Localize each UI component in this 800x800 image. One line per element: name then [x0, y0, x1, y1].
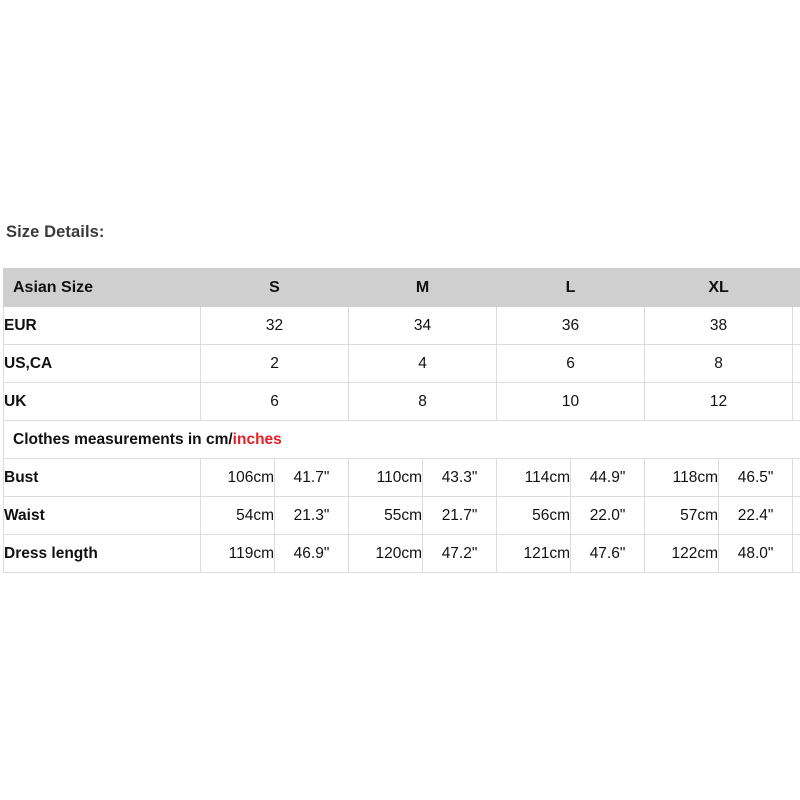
cell-eur-xl: 38 [644, 306, 794, 345]
cell-bust-s-inches: 41.7" [273, 458, 350, 497]
size-chart-table: Asian Size S M L XL EUR 32 34 36 38 [3, 268, 800, 573]
table-header-row: Asian Size S M L XL [3, 268, 800, 307]
cell-bust-m-inches: 43.3" [422, 458, 498, 497]
row-label-dress-length: Dress length [3, 534, 201, 573]
cell-waist-l-inches: 22.0" [570, 496, 646, 535]
cell-uk-xl: 12 [644, 382, 794, 421]
cell-bust-xl-inches: 46.5" [718, 458, 794, 497]
cell-bust-m-cm: 110cm [348, 458, 424, 497]
cell-bust-l-cm: 114cm [496, 458, 572, 497]
cell-dress-length-s-inches: 46.9" [273, 534, 350, 573]
cell-waist-xl-cm: 57cm [644, 496, 720, 535]
cell-dress-length-l-cm: 121cm [496, 534, 572, 573]
cell-dress-length-overflow [792, 534, 800, 573]
measurements-note-cell: Clothes measurements in cm/inches [3, 420, 800, 459]
cell-bust-overflow [792, 458, 800, 497]
cell-dress-length-m-cm: 120cm [348, 534, 424, 573]
row-label-bust: Bust [3, 458, 201, 497]
cell-eur-l: 36 [496, 306, 646, 345]
cell-dress-length-xl-inches: 48.0" [718, 534, 794, 573]
row-label-waist: Waist [3, 496, 201, 535]
table-row: US,CA 2 4 6 8 [3, 344, 800, 383]
cell-waist-overflow [792, 496, 800, 535]
header-cell-size-s: S [199, 268, 350, 307]
note-inches-highlight: inches [232, 430, 282, 448]
header-cell-overflow [792, 268, 800, 307]
cell-us-ca-l: 6 [496, 344, 646, 383]
cell-bust-s-cm: 106cm [200, 458, 275, 497]
header-cell-size-m: M [348, 268, 498, 307]
note-prefix-text: Clothes measurements in cm/ [13, 430, 233, 448]
row-label-us-ca: US,CA [3, 344, 201, 383]
row-label-eur: EUR [3, 306, 201, 345]
cell-uk-l: 10 [496, 382, 646, 421]
header-cell-asian-size: Asian Size [3, 268, 201, 307]
cell-waist-m-cm: 55cm [348, 496, 424, 535]
page-title: Size Details: [6, 223, 105, 241]
row-label-uk: UK [3, 382, 201, 421]
cell-waist-s-cm: 54cm [200, 496, 275, 535]
cell-waist-s-inches: 21.3" [273, 496, 350, 535]
cell-waist-xl-inches: 22.4" [718, 496, 794, 535]
table-row: EUR 32 34 36 38 [3, 306, 800, 345]
table-row: UK 6 8 10 12 [3, 382, 800, 421]
cell-waist-m-inches: 21.7" [422, 496, 498, 535]
size-chart-table-wrapper: Asian Size S M L XL EUR 32 34 36 38 [3, 268, 800, 573]
cell-us-ca-overflow [792, 344, 800, 383]
cell-bust-xl-cm: 118cm [644, 458, 720, 497]
cell-uk-s: 6 [199, 382, 350, 421]
cell-uk-m: 8 [348, 382, 498, 421]
cell-eur-m: 34 [348, 306, 498, 345]
cell-uk-overflow [792, 382, 800, 421]
header-cell-size-l: L [496, 268, 646, 307]
cell-us-ca-m: 4 [348, 344, 498, 383]
table-row: Bust 106cm 41.7" 110cm 43.3" 114cm 44.9"… [3, 458, 800, 497]
cell-eur-s: 32 [199, 306, 350, 345]
cell-bust-l-inches: 44.9" [570, 458, 646, 497]
cell-waist-l-cm: 56cm [496, 496, 572, 535]
table-row: Dress length 119cm 46.9" 120cm 47.2" 121… [3, 534, 800, 573]
cell-us-ca-xl: 8 [644, 344, 794, 383]
header-cell-size-xl: XL [644, 268, 794, 307]
cell-dress-length-s-cm: 119cm [200, 534, 275, 573]
cell-dress-length-m-inches: 47.2" [422, 534, 498, 573]
cell-eur-overflow [792, 306, 800, 345]
measurements-note-row: Clothes measurements in cm/inches [3, 420, 800, 459]
cell-us-ca-s: 2 [199, 344, 350, 383]
table-row: Waist 54cm 21.3" 55cm 21.7" 56cm 22.0" 5… [3, 496, 800, 535]
cell-dress-length-l-inches: 47.6" [570, 534, 646, 573]
cell-dress-length-xl-cm: 122cm [644, 534, 720, 573]
